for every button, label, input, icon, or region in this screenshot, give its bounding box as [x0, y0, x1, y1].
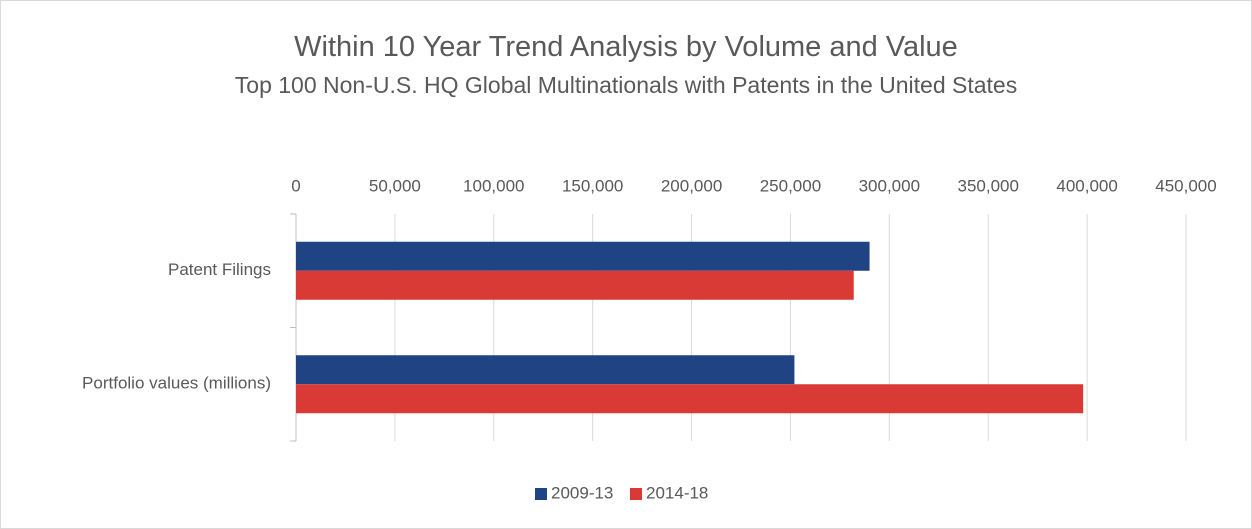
x-tick-label: 350,000 — [957, 176, 1018, 195]
chart-subtitle: Top 100 Non-U.S. HQ Global Multinational… — [234, 72, 1018, 98]
y-tick-label: Patent Filings — [168, 260, 271, 279]
legend-label: 2009-13 — [551, 483, 613, 502]
bar — [296, 355, 795, 385]
chart-title: Within 10 Year Trend Analysis by Volume … — [294, 31, 958, 63]
x-tick-label: 250,000 — [760, 176, 821, 195]
bar — [296, 270, 854, 300]
x-tick-label: 50,000 — [369, 176, 421, 195]
x-tick-label: 100,000 — [463, 176, 524, 195]
bar — [296, 384, 1084, 414]
x-tick-label: 400,000 — [1056, 176, 1117, 195]
bar — [296, 241, 870, 271]
x-tick-label: 200,000 — [661, 176, 722, 195]
y-tick-label: Portfolio values (millions) — [82, 374, 271, 393]
legend-swatch — [630, 488, 642, 500]
titles: Within 10 Year Trend Analysis by Volume … — [1, 29, 1251, 104]
x-tick-label: 150,000 — [562, 176, 623, 195]
x-tick-label: 0 — [291, 176, 300, 195]
x-tick-label: 300,000 — [859, 176, 920, 195]
legend-swatch — [535, 488, 547, 500]
legend-label: 2014-18 — [646, 483, 708, 502]
x-tick-label: 450,000 — [1155, 176, 1216, 195]
